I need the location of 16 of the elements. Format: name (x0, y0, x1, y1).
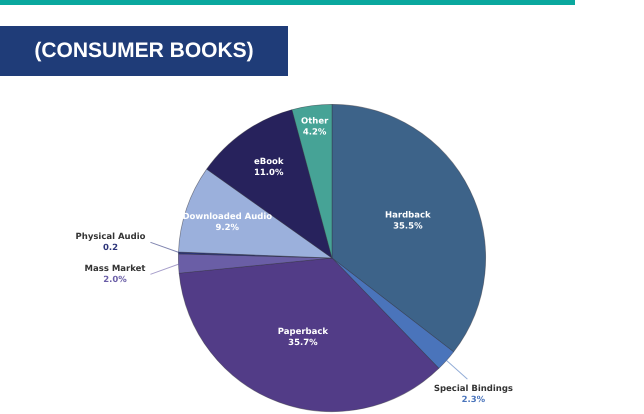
data-label: 11.0% (254, 168, 284, 178)
slice-label: Hardback (385, 210, 432, 220)
slice-label: Mass Market (84, 264, 146, 274)
data-label: 0.2 (102, 242, 118, 253)
data-label: 35.5% (393, 221, 424, 232)
slice-label: Physical Audio (76, 232, 146, 242)
data-label: 4.2% (302, 128, 327, 138)
slice-label: eBook (254, 156, 284, 167)
slice-label: Other (300, 116, 330, 127)
data-label: 9.2% (215, 223, 240, 234)
slice-label: Paperback (278, 327, 328, 338)
data-label: 2.3% (462, 394, 486, 405)
data-label: 35.7% (288, 338, 318, 348)
slice-label: Special Bindings (434, 384, 513, 394)
slice-label: Downloaded Audio (182, 212, 272, 222)
data-label: 2.0% (103, 274, 128, 285)
